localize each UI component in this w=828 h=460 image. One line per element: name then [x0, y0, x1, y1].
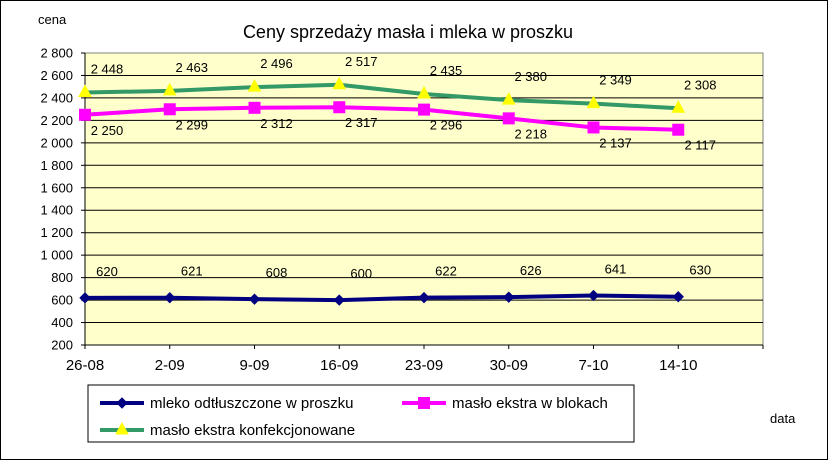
data-point: [248, 101, 261, 114]
x-axis-title: data: [770, 411, 796, 426]
y-axis-ticks: 200 400 600 800 1 000 1 200 1 400 1 600 1 800 2 0…: [40, 46, 86, 353]
y-tick-label: 200: [51, 338, 73, 353]
data-label: 2 218: [514, 126, 547, 141]
data-point: [333, 101, 346, 114]
data-point: [164, 292, 176, 304]
data-label: 2 137: [599, 135, 632, 150]
y-tick-label: 2 600: [40, 68, 73, 83]
y-axis-title: cena: [38, 12, 67, 27]
legend-item: masło ekstra konfekcjonowane: [100, 421, 355, 439]
data-point: [333, 294, 345, 306]
x-tick-label: 23-09: [405, 357, 443, 374]
chart-title: Ceny sprzedaży masła i mleka w proszku: [243, 22, 573, 42]
data-label: 620: [96, 264, 118, 279]
series-1: [79, 289, 684, 306]
legend-label: masło ekstra w blokach: [452, 395, 608, 412]
data-label: 2 463: [175, 60, 208, 75]
data-point: [672, 291, 684, 303]
data-label: 2 296: [430, 118, 463, 133]
data-label: 2 308: [684, 77, 717, 92]
data-label: 2 380: [514, 69, 547, 84]
data-point: [587, 289, 600, 302]
data-point: [418, 291, 430, 304]
data-label: 641: [605, 261, 627, 276]
data-label: 608: [266, 265, 288, 280]
series-layer: [78, 76, 686, 306]
data-point: [79, 292, 91, 304]
y-tick-label: 1 000: [40, 248, 73, 263]
data-point: [417, 85, 431, 99]
data-label: 2 117: [684, 138, 716, 153]
legend-label: masło ekstra konfekcjonowane: [150, 422, 355, 439]
legend-item: mleko odtłuszczone w proszku: [100, 395, 353, 412]
series-line: [84, 82, 679, 111]
data-point: [332, 76, 347, 90]
data-label: 2 435: [430, 63, 463, 78]
data-point: [587, 121, 600, 134]
x-tick-label: 14-10: [659, 357, 697, 374]
legend-item: masło ekstra w blokach: [402, 395, 608, 412]
data-point: [503, 291, 515, 303]
y-tick-label: 600: [51, 293, 73, 308]
data-point: [418, 397, 430, 409]
data-point: [247, 79, 262, 92]
data-point: [116, 397, 128, 409]
y-tick-label: 2 400: [40, 90, 73, 105]
data-labels: 620 621 608 600 622 626 641 630 2 250 2 299 2 312 2…: [91, 54, 717, 281]
y-tick-label: 2 000: [40, 135, 73, 150]
y-tick-label: 400: [51, 315, 73, 330]
x-tick-label: 2-09: [155, 357, 185, 374]
x-tick-label: 30-09: [490, 357, 528, 374]
y-tick-label: 1 400: [40, 203, 73, 218]
data-point: [671, 100, 686, 113]
data-point: [163, 103, 176, 116]
x-tick-label: 9-09: [239, 357, 269, 374]
data-label: 2 496: [260, 56, 293, 71]
x-tick-label: 7-10: [578, 357, 608, 374]
legend-label: mleko odtłuszczone w proszku: [150, 395, 353, 412]
data-point: [162, 82, 177, 96]
data-label: 2 349: [599, 73, 632, 88]
legend-box: [87, 384, 635, 443]
data-label: 2 312: [260, 116, 293, 131]
x-axis-ticks: 26-08 2-09 9-09 16-09 23-09 30-09 7-10 14-10: [66, 344, 764, 374]
legend: mleko odtłuszczone w proszku masło ekstra…: [87, 384, 635, 443]
data-label: 2 448: [91, 62, 124, 77]
y-tick-label: 800: [51, 270, 73, 285]
data-label: 600: [350, 266, 372, 281]
data-point: [418, 103, 430, 116]
y-tick-label: 1 200: [40, 225, 73, 240]
data-point: [586, 95, 601, 109]
series-2: [79, 101, 685, 136]
data-label: 2 250: [91, 123, 124, 138]
series-line: [84, 105, 679, 132]
y-tick-label: 2 200: [40, 113, 73, 128]
y-tick-label: 1 800: [40, 158, 73, 173]
x-tick-label: 26-08: [66, 357, 104, 374]
data-label: 626: [520, 263, 542, 278]
data-label: 630: [689, 263, 711, 278]
data-label: 2 317: [345, 115, 378, 130]
data-point: [248, 293, 261, 305]
data-point: [115, 421, 129, 435]
data-point: [672, 123, 685, 136]
data-label: 621: [181, 264, 203, 279]
y-tick-label: 1 600: [40, 180, 73, 195]
data-label: 2 517: [345, 54, 378, 69]
y-tick-label: 2 800: [40, 46, 73, 61]
data-point: [79, 108, 91, 121]
series-3: [78, 76, 686, 113]
data-point: [78, 84, 92, 98]
data-point: [502, 112, 515, 125]
data-label: 2 299: [175, 117, 208, 132]
data-point: [501, 92, 516, 105]
series-line: [84, 293, 679, 303]
data-label: 622: [435, 264, 457, 279]
x-tick-label: 16-09: [320, 357, 358, 374]
